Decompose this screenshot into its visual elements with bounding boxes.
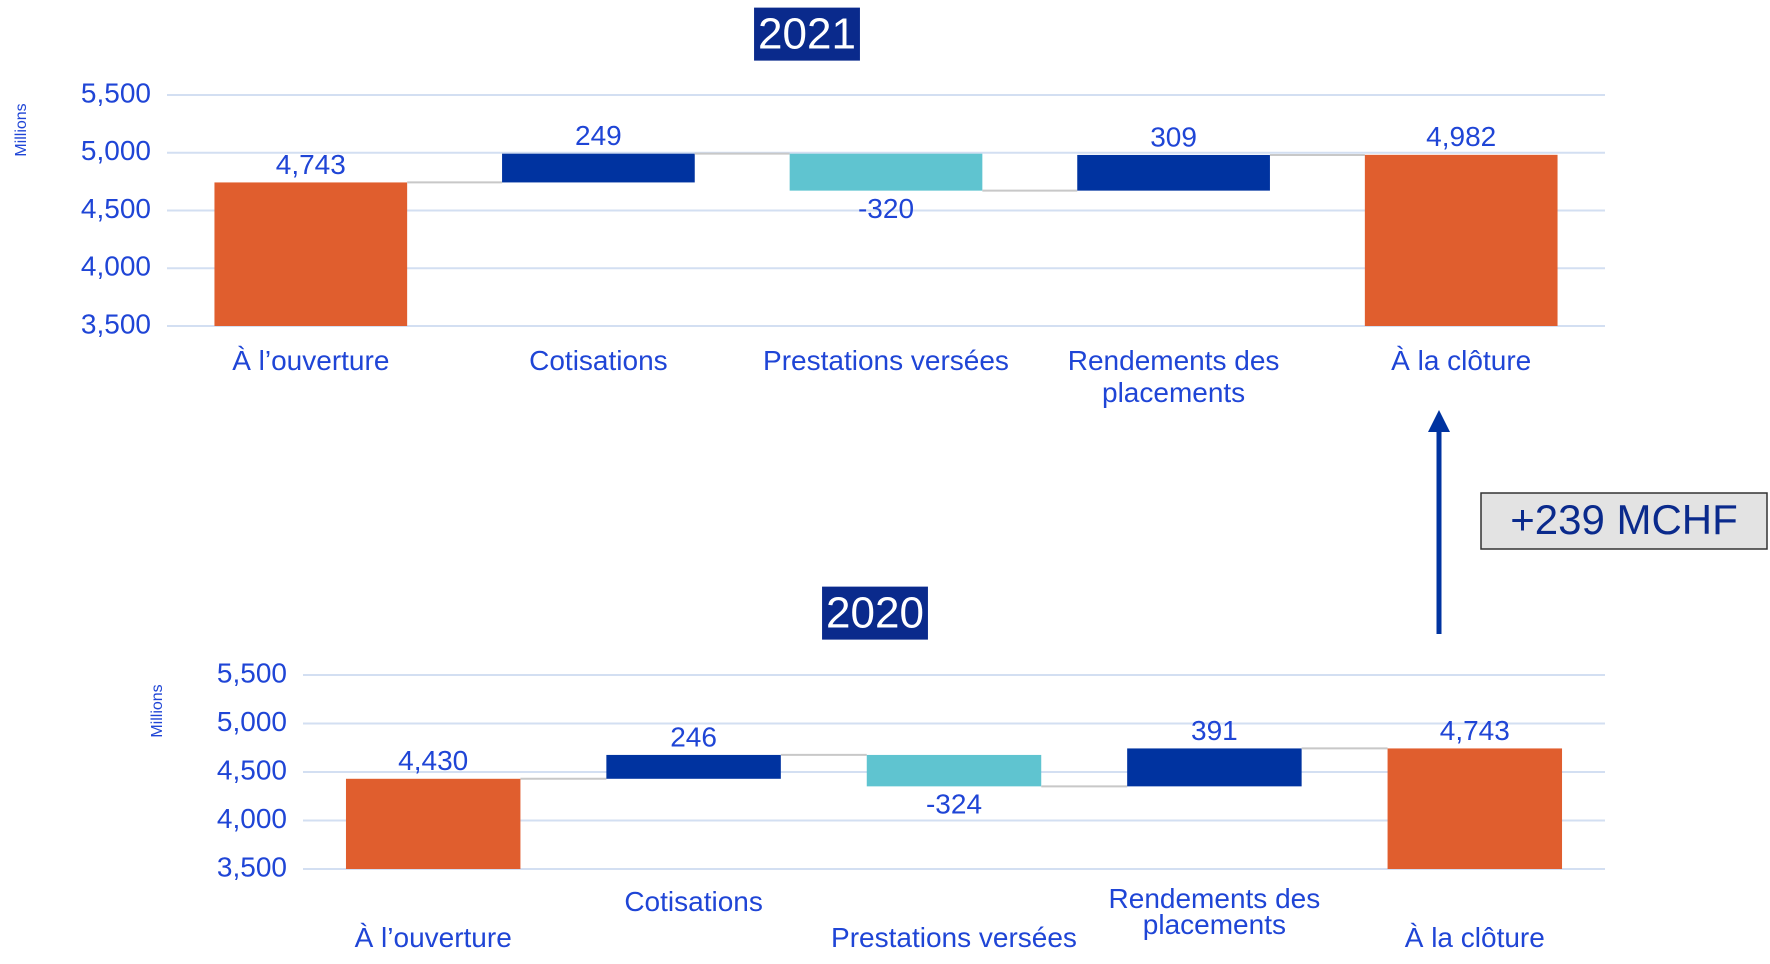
y-tick-label: 4,000 bbox=[81, 251, 151, 282]
x-tick-label: Rendements des placements bbox=[1108, 886, 1321, 940]
x-tick-label: Prestations versées bbox=[831, 922, 1077, 953]
title-box bbox=[822, 586, 928, 640]
y-axis-label: Millions bbox=[13, 103, 30, 156]
value-label: -320 bbox=[858, 193, 914, 224]
x-tick-label-box: Cotisations bbox=[529, 345, 668, 376]
x-tick-label-box: Cotisations bbox=[624, 886, 763, 917]
y-tick-label: 3,500 bbox=[81, 308, 151, 339]
x-tick-label: Rendements des placements bbox=[1067, 345, 1280, 408]
bar bbox=[345, 778, 521, 869]
value-label: 249 bbox=[575, 120, 622, 151]
value-label: 391 bbox=[1191, 715, 1238, 746]
y-tick-label: 5,500 bbox=[217, 657, 287, 688]
annotation-box bbox=[1480, 492, 1768, 550]
bar bbox=[606, 754, 781, 779]
x-tick-label: Prestations versées bbox=[763, 345, 1009, 376]
x-tick-label-box: À la clôture bbox=[1391, 345, 1532, 376]
y-tick-label: 5,000 bbox=[81, 135, 151, 166]
y-axis-label: Millions bbox=[149, 684, 166, 737]
x-tick-label: Cotisations bbox=[529, 345, 668, 376]
bar bbox=[1364, 154, 1558, 326]
x-tick-label: À la clôture bbox=[1391, 345, 1532, 376]
x-tick-label-box: À l’ouverture bbox=[232, 345, 390, 376]
value-label: -324 bbox=[926, 789, 982, 820]
y-tick-label: 5,500 bbox=[81, 77, 151, 108]
x-tick-label-box: Rendements des placements bbox=[1108, 886, 1321, 940]
x-tick-label-box: Rendements des placements bbox=[1067, 345, 1280, 408]
x-tick-label-box: Prestations versées bbox=[831, 922, 1077, 953]
chart-title: 2021 bbox=[758, 10, 856, 59]
bar bbox=[1077, 154, 1270, 191]
bar bbox=[1127, 748, 1302, 787]
value-label: 4,743 bbox=[276, 149, 346, 180]
annotation: +239 MCHF bbox=[1510, 496, 1738, 543]
bar bbox=[866, 754, 1042, 787]
bar bbox=[502, 153, 695, 183]
x-tick-label: À l’ouverture bbox=[232, 345, 390, 376]
bar bbox=[789, 153, 983, 191]
x-tick-label: À l’ouverture bbox=[354, 922, 512, 953]
x-tick-label-box: Prestations versées bbox=[763, 345, 1009, 376]
x-tick-label: Cotisations bbox=[624, 886, 763, 917]
x-tick-label: À la clôture bbox=[1404, 922, 1545, 953]
value-label: 309 bbox=[1150, 121, 1197, 152]
value-label: 246 bbox=[670, 721, 717, 752]
x-tick-label-box: À la clôture bbox=[1404, 922, 1545, 953]
x-tick-label-box: À l’ouverture bbox=[354, 922, 512, 953]
bar bbox=[1387, 748, 1563, 869]
y-tick-label: 4,500 bbox=[217, 754, 287, 785]
chart-title: 2020 bbox=[826, 589, 924, 638]
bar bbox=[214, 182, 408, 326]
arrow-head bbox=[1428, 410, 1450, 432]
y-tick-label: 4,000 bbox=[217, 803, 287, 834]
title-box bbox=[754, 7, 860, 61]
y-tick-label: 3,500 bbox=[217, 851, 287, 882]
y-tick-label: 4,500 bbox=[81, 193, 151, 224]
value-label: 4,430 bbox=[398, 745, 468, 776]
value-label: 4,743 bbox=[1440, 715, 1510, 746]
value-label: 4,982 bbox=[1426, 121, 1496, 152]
y-tick-label: 5,000 bbox=[217, 706, 287, 737]
